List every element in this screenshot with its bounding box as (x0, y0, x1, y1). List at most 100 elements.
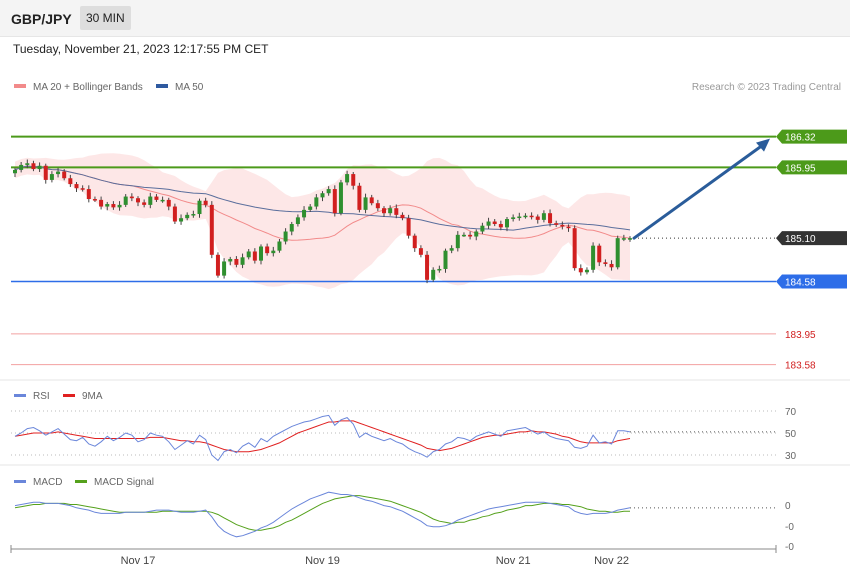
candles (13, 159, 632, 284)
forecast-arrow-shaft (632, 144, 764, 240)
candle-up (19, 164, 24, 170)
candle-down (529, 215, 534, 218)
candle-up (295, 217, 300, 225)
time-tick-label: Nov 17 (121, 555, 156, 567)
level-tag-186.32 (776, 129, 847, 144)
candle-down (425, 254, 430, 280)
candle-down (111, 204, 116, 208)
candle-down (351, 174, 356, 186)
candle-up (461, 234, 466, 237)
candle-down (560, 224, 565, 227)
candle-up (240, 257, 245, 265)
time-axis: Nov 17 Nov 19 Nov 21 Nov 22 (10, 545, 777, 567)
candle-up (259, 246, 263, 261)
candle-up (13, 169, 17, 174)
rsi-tick-50: 50 (785, 429, 797, 440)
level-tags: 186.32 185.95 185.10 184.58 183.95 183.58 (776, 129, 847, 372)
level-text-183.58: 183.58 (785, 361, 816, 372)
candle-up (480, 225, 485, 232)
candle-up (584, 269, 589, 273)
candle-down (68, 178, 73, 185)
candle-up (117, 204, 122, 208)
candle-up (628, 238, 632, 240)
candle-down (578, 268, 583, 273)
candle-down (92, 199, 97, 201)
candle-down (142, 202, 147, 205)
legend-ma20-label: MA 20 + Bollinger Bands (33, 82, 143, 93)
candle-up (289, 224, 294, 232)
rsi-line (14, 414, 631, 462)
time-tick-label: Nov 21 (496, 555, 531, 567)
candle-down (498, 224, 503, 228)
candle-down (548, 213, 553, 224)
candle-up (326, 189, 331, 194)
legend-ma50-swatch (156, 84, 168, 88)
candle-up (222, 261, 227, 276)
candle-up (160, 199, 165, 202)
macd-tick: -0 (785, 542, 794, 553)
level-lines (11, 135, 776, 366)
candle-up (486, 221, 491, 226)
ma50-line (14, 165, 631, 231)
candle-down (597, 245, 602, 263)
timestamp: Tuesday, November 21, 2023 12:17:55 PM C… (13, 42, 269, 56)
candle-up (56, 171, 61, 175)
legend-macd-label: MACD (33, 477, 62, 488)
candle-up (388, 208, 393, 214)
candle-up (363, 197, 368, 210)
macd-panel: 0 -0 -0 (14, 491, 794, 553)
candle-up (246, 251, 251, 258)
rsi-tick-70: 70 (785, 407, 797, 418)
candle-down (31, 163, 36, 170)
macd-signal-line (14, 495, 630, 531)
candle-up (148, 196, 153, 205)
candle-up (449, 248, 454, 251)
bollinger-band (15, 153, 630, 290)
candle-down (209, 204, 214, 255)
macd-tick: 0 (785, 501, 791, 512)
chart-header: GBP/JPY 30 MIN (0, 0, 850, 37)
candle-down (80, 188, 85, 190)
candle-down (166, 199, 171, 207)
candle-down (468, 234, 473, 237)
legend-rsi-ma-swatch (63, 394, 75, 397)
candle-down (74, 184, 79, 189)
interval-selector[interactable]: 30 MIN (80, 6, 131, 30)
candle-up (49, 174, 54, 180)
legend-rsi-label: RSI (33, 391, 50, 402)
candle-up (123, 196, 128, 205)
candle-down (566, 226, 571, 229)
candle-up (338, 182, 343, 214)
candle-down (369, 197, 374, 204)
candle-up (431, 269, 436, 280)
candle-up (308, 206, 313, 210)
bollinger-band-area (15, 153, 630, 290)
legend-macd-swatch (14, 480, 26, 483)
legend-ma50-label: MA 50 (175, 82, 204, 93)
candle-down (265, 246, 270, 254)
candle-up (474, 231, 479, 237)
candle-down (172, 206, 177, 222)
candle-up (283, 231, 288, 242)
candle-up (228, 258, 233, 262)
candle-up (320, 193, 325, 198)
candle-down (86, 189, 91, 200)
candle-up (523, 215, 528, 218)
symbol-label: GBP/JPY (11, 11, 72, 27)
candle-down (357, 185, 362, 210)
macd-line (14, 491, 631, 538)
forecast-arrow-head (756, 138, 770, 152)
legend-rsi-swatch (14, 394, 26, 397)
candle-down (412, 235, 417, 249)
credit-label: Research © 2023 Trading Central (692, 82, 841, 93)
candle-down (136, 198, 140, 203)
macd-tick: -0 (785, 522, 794, 533)
candle-down (375, 203, 380, 209)
candle-down (492, 221, 497, 225)
candle-up (197, 200, 202, 215)
legend-rsi-ma-label: 9MA (82, 391, 103, 402)
candle-down (234, 258, 239, 265)
level-tag-185.10 (776, 231, 847, 246)
